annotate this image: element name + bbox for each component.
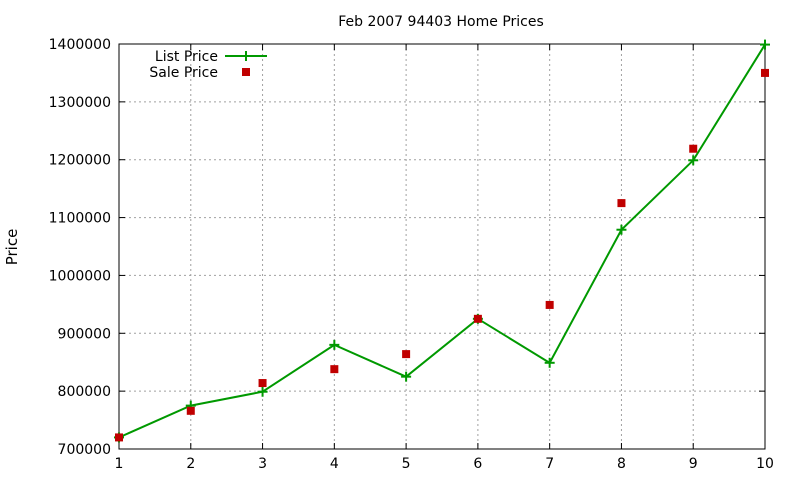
data-point-sale-price — [617, 199, 626, 208]
y-tick-label: 1200000 — [49, 153, 111, 169]
y-tick-label: 800000 — [58, 384, 111, 400]
data-point-list-price — [329, 339, 340, 350]
data-point-sale-price — [186, 406, 195, 415]
y-tick-label: 1100000 — [49, 211, 111, 227]
x-tick-label: 1 — [115, 456, 124, 472]
data-point-sale-price — [258, 379, 267, 388]
y-tick-label: 700000 — [58, 442, 111, 458]
series-line-list-price — [118, 44, 766, 439]
x-tick-label: 7 — [545, 456, 554, 472]
y-tick-label: 1000000 — [49, 268, 111, 284]
y-tick-label: 900000 — [58, 326, 111, 342]
grid — [119, 44, 765, 449]
data-point-sale-price — [761, 68, 769, 77]
data-point-list-price — [760, 39, 770, 50]
data-point-sale-price — [115, 433, 123, 442]
data-point-list-price — [401, 371, 412, 382]
y-axis-label: Price — [3, 229, 21, 266]
x-tick-label: 3 — [258, 456, 267, 472]
legend-label: List Price — [155, 49, 218, 65]
plot-frame — [118, 43, 766, 450]
data-point-list-price — [544, 357, 555, 368]
data-point-sale-price — [330, 365, 339, 374]
data-point-list-price — [257, 386, 268, 397]
x-tick-label: 6 — [473, 456, 482, 472]
x-tick-label: 9 — [689, 456, 698, 472]
legend-swatch-square — [242, 68, 250, 76]
x-tick-label: 4 — [330, 456, 339, 472]
data-point-sale-price — [473, 314, 482, 323]
chart-title: Feb 2007 94403 Home Prices — [338, 14, 544, 30]
axes: 1 2 3 4 5 6 7 8 9 10 700000 800000 900000 1000000 1100… — [49, 37, 774, 472]
x-tick-label: 5 — [402, 456, 411, 472]
x-tick-label: 10 — [756, 456, 774, 472]
legend-label: Sale Price — [149, 65, 218, 81]
data-point-sale-price — [689, 144, 698, 153]
data-point-sale-price — [545, 300, 554, 309]
y-tick-label: 1300000 — [49, 95, 111, 111]
y-tick-label: 1400000 — [49, 37, 111, 53]
plot-area — [114, 39, 770, 443]
x-tick-label: 8 — [617, 456, 626, 472]
data-point-sale-price — [402, 350, 411, 359]
data-point-list-price — [688, 155, 699, 166]
x-tick-label: 2 — [186, 456, 195, 472]
data-point-list-price — [616, 224, 627, 235]
